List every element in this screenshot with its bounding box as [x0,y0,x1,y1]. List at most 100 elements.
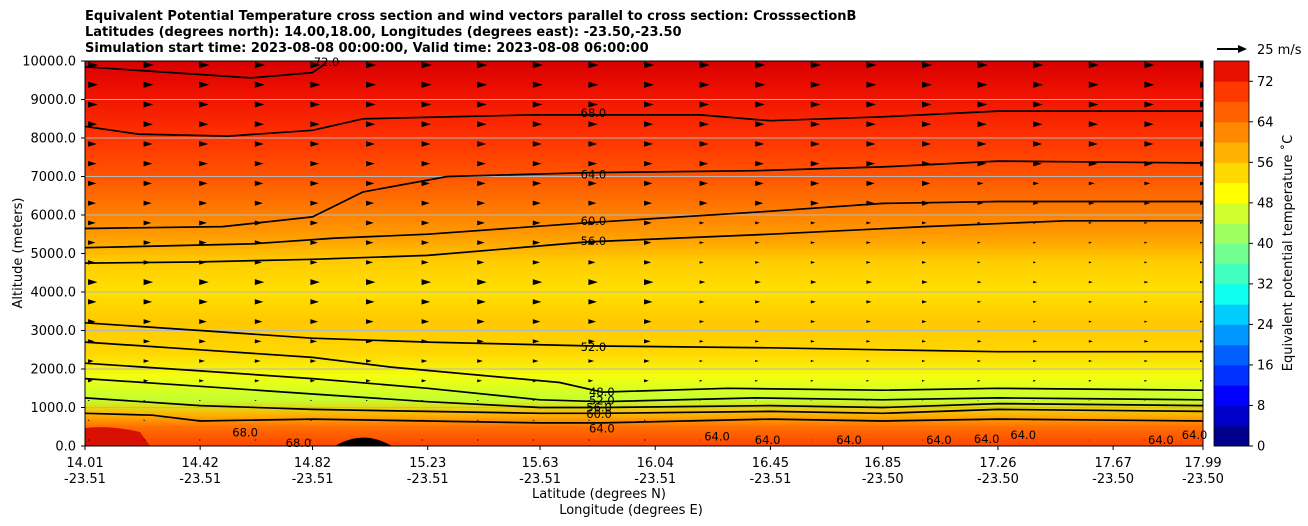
wind-vector [1200,359,1203,363]
wind-vector [254,279,265,286]
wind-vector [88,299,97,305]
wind-vector [866,121,876,128]
x-tick-label-lon: -23.50 [862,472,904,487]
contour-label: 64.0 [1148,433,1174,447]
wind-vector [866,359,870,363]
title-line-1: Equivalent Potential Temperature cross s… [85,9,857,24]
wind-vectors [88,61,1203,441]
x-tick-label-lon: -23.51 [634,472,676,487]
x-tick-label-lat: 17.99 [1184,456,1221,471]
wind-vector [88,399,90,402]
wind-vector [366,81,376,88]
contour-line-52 [85,321,1203,353]
contour-label: 64.0 [581,168,607,182]
wind-vector [755,320,760,324]
wind-vector [755,121,765,128]
wind-vector [588,180,597,187]
wind-vector [143,81,154,88]
wind-vector [1088,221,1093,224]
x-tick-label-lon: -23.51 [749,472,791,487]
contour-label: 56.0 [581,234,607,248]
wind-vector [199,101,209,108]
wind-vector [366,260,374,265]
wind-vector [699,241,705,245]
wind-vector [588,121,598,128]
contour-line-60 [85,200,1203,249]
y-tick-label: 5000.0 [31,247,77,262]
wind-vector [644,200,653,206]
wind-vector [199,180,208,187]
wind-vector [143,101,154,108]
wind-vector [755,439,757,441]
wind-vector [88,81,98,88]
contour-line-60 [85,397,1203,415]
wind-vector [977,61,988,69]
wind-vector [644,160,653,167]
wind-vector [1088,379,1092,382]
wind-vector [477,359,484,363]
wind-vector [1144,261,1148,264]
wind-vector [1033,320,1037,323]
colorbar-segment [1214,142,1249,163]
wind-vector [755,241,760,245]
wind-vector [421,101,432,108]
title-line-2: Latitudes (degrees north): 14.00,18.00, … [85,25,682,40]
quiver-key-label: 25 m/s [1257,43,1302,58]
wind-vector [1088,81,1099,88]
colorbar-segment [1214,61,1249,82]
wind-vector [588,339,596,344]
colorbar-frame [1213,60,1250,447]
wind-vector [143,419,146,421]
wind-vector [1033,101,1043,108]
wind-vector [310,359,317,363]
wind-vector [199,399,202,402]
wind-vector [866,340,871,343]
y-tick-label: 7000.0 [31,170,77,185]
colorbar-segment [1214,324,1249,346]
wind-vector [922,241,927,245]
colorbar-segment [1214,223,1249,244]
y-tick-label: 9000.0 [31,93,77,108]
wind-vector [310,141,320,147]
wind-vector [977,439,979,441]
colorbar-segment [1214,283,1249,305]
wind-vector [810,280,817,284]
wind-vector [143,160,153,167]
y-tick-label: 3000.0 [31,324,77,339]
wind-vector [477,399,480,402]
wind-vector [421,180,430,187]
wind-vector [922,379,925,382]
wind-vector [199,359,206,363]
colorbar-segment [1214,121,1249,143]
wind-vector [143,379,149,383]
wind-vector [254,399,257,402]
wind-vector [588,81,599,88]
contour-labels: 68.064.060.056.052.048.052.056.060.064.0… [232,55,1207,450]
wind-vector [810,320,816,324]
x-tick-label-lon: -23.50 [1182,472,1224,487]
wind-vector [755,101,765,108]
contour-label: 64.0 [704,429,730,443]
wind-vector [644,81,654,88]
wind-vector [755,61,766,69]
wind-vector [421,160,431,167]
wind-vector [366,101,376,108]
wind-vector [644,279,654,286]
wind-vector [699,320,705,324]
x-axis: 14.01-23.5114.42-23.5114.82-23.5115.23-2… [64,446,1224,487]
wind-vector [477,339,484,344]
wind-vector [922,180,931,187]
colorbar: 0 8 16 24 32 40 48 56 64 72 [1213,60,1274,455]
wind-vector [866,101,877,108]
wind-vector [588,279,598,286]
wind-vector [366,61,377,69]
contour-line-56 [85,219,1203,264]
wind-vector [866,261,871,264]
wind-vector [644,240,652,245]
contour-label: 64.0 [974,432,1000,446]
wind-vector [310,399,313,402]
wind-vector [1144,141,1154,147]
wind-vector [699,379,703,382]
wind-vector [588,319,597,324]
wind-vector [310,339,318,344]
